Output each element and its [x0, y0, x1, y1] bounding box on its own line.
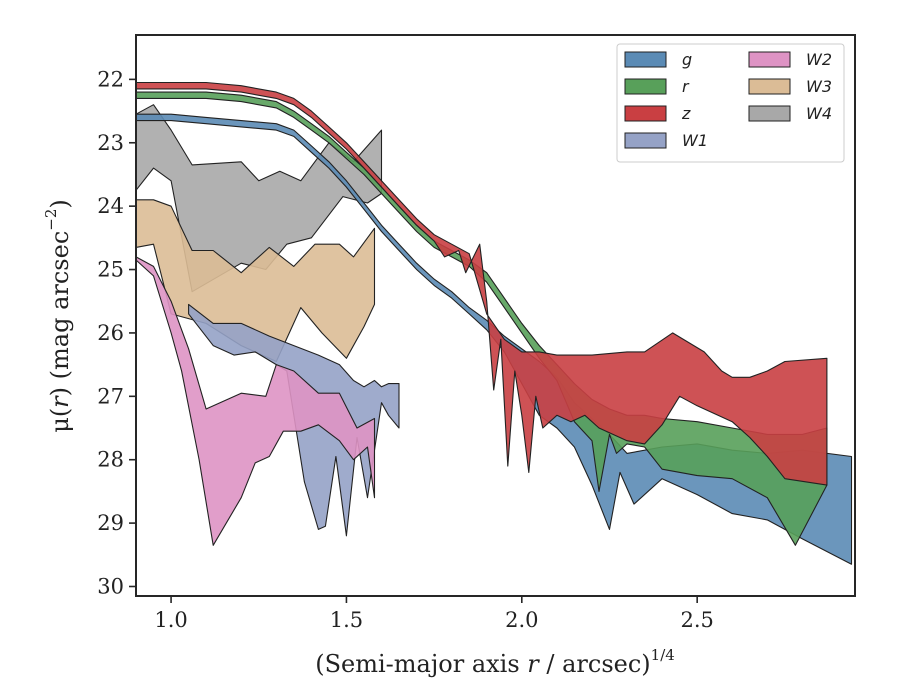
- y-axis-label-prefix: μ(: [46, 408, 74, 433]
- series-layer: [135, 81, 853, 565]
- y-tick-label: 26: [97, 321, 124, 345]
- x-tick-label: 2.0: [505, 608, 538, 632]
- legend-label-g: g: [682, 50, 692, 69]
- legend-label-w1: W1: [682, 131, 708, 150]
- x-axis-label-sup: 1/4: [651, 646, 675, 664]
- y-axis-label-sup: −2: [42, 209, 60, 231]
- series-band-z: [135, 81, 828, 486]
- y-axis-label: μ(r) (mag arcsec−2): [42, 199, 74, 433]
- y-tick-label: 27: [97, 384, 124, 408]
- x-tick-label: 2.5: [680, 608, 713, 632]
- legend-swatch-w4: [748, 105, 791, 122]
- legend-swatch-w2: [748, 51, 791, 68]
- x-axis-label-var: r: [527, 650, 540, 678]
- legend: grz W1 W2 W3 W4: [616, 43, 845, 163]
- y-axis-label-var: r: [46, 395, 74, 408]
- x-axis-label: (Semi-major axis r / arcsec)1/4: [315, 646, 675, 678]
- y-axis-ticks: 22 23 24 25 26 27 28 29 30: [97, 67, 136, 598]
- legend-swatch-g: [624, 51, 667, 68]
- series-band-w2: [135, 256, 376, 546]
- y-tick-label: 23: [97, 131, 124, 155]
- legend-label-w3: W3: [806, 77, 832, 96]
- x-axis-label-mid: / arcsec): [539, 650, 651, 678]
- x-axis-ticks: 1.0 1.5 2.0 2.5: [154, 596, 714, 632]
- x-axis-label-prefix: (Semi-major axis: [315, 650, 527, 678]
- legend-swatch-w3: [748, 78, 791, 95]
- y-tick-label: 25: [97, 258, 124, 282]
- y-tick-label: 22: [97, 67, 124, 91]
- y-axis-label-suffix: ): [46, 199, 74, 208]
- x-tick-label: 1.5: [330, 608, 363, 632]
- y-tick-label: 29: [97, 511, 124, 535]
- y-axis-label-mid: ) (mag arcsec: [46, 231, 74, 397]
- y-tick-label: 24: [97, 194, 124, 218]
- y-tick-label: 28: [97, 448, 124, 472]
- legend-swatch-w1: [624, 132, 667, 149]
- plot-frame: [135, 34, 856, 597]
- legend-swatch-z: [624, 105, 667, 122]
- legend-label-w4: W4: [806, 104, 832, 123]
- legend-swatch-r: [624, 78, 667, 95]
- legend-label-z: z: [681, 104, 691, 123]
- legend-label-r: r: [682, 77, 690, 96]
- x-tick-label: 1.0: [154, 608, 187, 632]
- legend-label-w2: W2: [806, 50, 832, 69]
- legend-box: [616, 43, 845, 163]
- y-tick-label: 30: [97, 574, 124, 598]
